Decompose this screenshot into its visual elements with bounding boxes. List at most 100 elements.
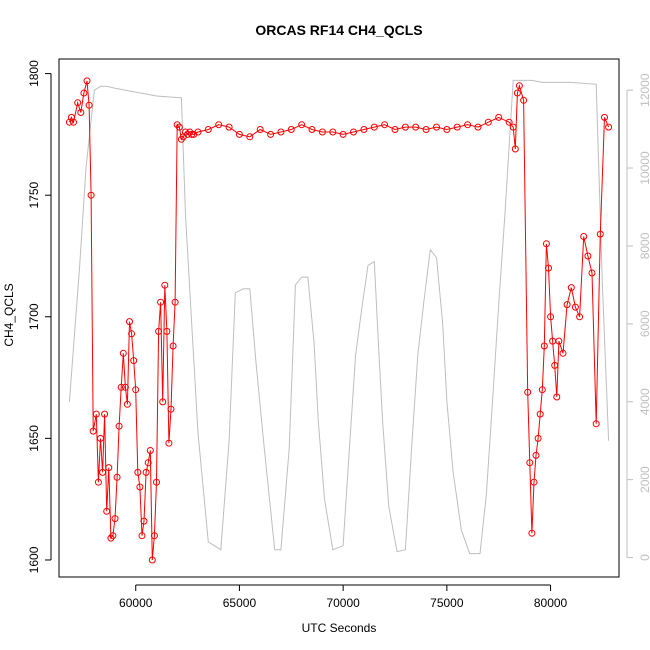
ch4-data-point <box>596 230 604 238</box>
ch4-data-point <box>130 357 138 365</box>
ch4-data-point <box>505 118 513 126</box>
ch4-data-point <box>92 410 100 418</box>
ch4-data-point <box>87 191 95 199</box>
ch4-data-point <box>155 327 163 335</box>
y-axis-right: 0 2000 4000 6000 8000 10000 12000 <box>626 73 650 561</box>
ch4-data-point <box>134 468 142 476</box>
ch4-data-point <box>443 126 451 133</box>
ch4-data-point <box>401 123 409 131</box>
ch4-data-point <box>520 96 528 104</box>
ch4-data-point <box>526 459 534 467</box>
ch4-data-point <box>171 298 179 306</box>
chart-title: ORCAS RF14 CH4_QCLS <box>255 22 422 38</box>
ch4-data-point <box>123 400 131 408</box>
ch4-data-point <box>256 126 264 133</box>
altitude-series-line <box>68 79 610 555</box>
ch4-data-point <box>159 398 167 406</box>
y2-tick-label: 8000 <box>638 232 650 259</box>
ch4-data-point <box>567 284 575 292</box>
y-axis-label: CH4_QCLS <box>2 283 16 346</box>
ch4-data-point <box>89 427 97 435</box>
ch4-data-point <box>121 383 129 391</box>
ch4-data-point <box>246 133 254 141</box>
plot-area-frame <box>58 58 620 578</box>
y-axis-left: 1600 1650 1700 1750 1800 <box>27 60 52 573</box>
ch4-data-point <box>511 145 519 153</box>
y2-tick-label: 12000 <box>638 73 650 107</box>
ch4-data-point <box>540 342 548 350</box>
ch4-data-point <box>111 515 119 523</box>
ch4-data-point <box>225 123 233 131</box>
ch4-data-point <box>113 473 121 481</box>
ch4-data-point <box>412 123 420 131</box>
ch4-data-point <box>163 327 171 335</box>
ch4-data-point <box>534 434 542 442</box>
ch4-data-point <box>592 420 600 428</box>
x-tick-label: 70000 <box>326 596 360 610</box>
ch4-data-point <box>97 434 104 442</box>
ch4-data-point <box>453 123 461 131</box>
ch4-data-point <box>103 507 111 515</box>
ch4-data-point <box>329 128 337 136</box>
x-tick-label: 80000 <box>534 596 568 610</box>
ch4-data-point <box>318 128 326 136</box>
y2-tick-label: 0 <box>638 554 650 561</box>
ch4-data-point <box>70 118 77 126</box>
ch4-data-point <box>157 298 165 306</box>
ch4-data-point <box>80 89 88 97</box>
ch4-data-point <box>267 130 275 138</box>
ch4-data-point <box>484 118 492 126</box>
y-tick-label: 1700 <box>27 303 41 330</box>
ch4-data-point <box>287 126 295 133</box>
ch4-series-line <box>68 80 610 561</box>
ch4-data-point <box>148 556 156 564</box>
ch4-data-point <box>165 439 173 447</box>
ch4-data-point <box>105 464 113 472</box>
ch4-data-point <box>140 517 148 525</box>
ch4-data-point <box>474 123 482 131</box>
ch4-data-point <box>144 459 152 467</box>
ch4-data-point <box>464 121 472 129</box>
ch4-data-point <box>547 313 555 321</box>
ch4-data-point <box>538 386 546 394</box>
y2-tick-label: 6000 <box>638 310 650 337</box>
y-tick-label: 1750 <box>27 182 41 209</box>
ch4-data-point <box>204 126 212 133</box>
y2-tick-label: 10000 <box>638 151 650 185</box>
ch4-data-point <box>509 123 517 131</box>
ch4-data-point <box>559 349 567 357</box>
ch4-data-point <box>188 130 196 138</box>
ch4-data-point <box>215 121 223 129</box>
ch4-data-point <box>167 405 175 413</box>
x-axis: 60000 65000 70000 75000 80000 <box>119 584 568 610</box>
x-tick-label: 65000 <box>223 596 257 610</box>
ch4-data-point <box>530 478 538 486</box>
ch4-data-point <box>128 330 136 338</box>
y2-tick-label: 4000 <box>638 388 650 415</box>
ch4-data-point <box>370 123 378 131</box>
ch4-data-point <box>536 410 544 418</box>
ch4-data-point <box>109 532 117 540</box>
ch4-data-point <box>605 123 613 131</box>
ch4-data-point <box>528 529 536 537</box>
ch4-data-point <box>588 269 596 277</box>
y-tick-label: 1650 <box>27 425 41 452</box>
ch4-data-point <box>553 393 561 401</box>
ch4-data-point <box>119 349 127 357</box>
ch4-data-point <box>524 388 532 396</box>
ch4-data-point <box>175 123 183 131</box>
ch4-data-point <box>381 121 389 129</box>
ch4-data-point <box>495 113 503 121</box>
y-tick-label: 1600 <box>27 546 41 573</box>
ch4-data-point <box>142 468 150 476</box>
ch4-data-point <box>132 386 140 394</box>
x-tick-label: 75000 <box>430 596 464 610</box>
ch4-data-point <box>85 101 93 109</box>
ch4-data-point <box>194 128 202 136</box>
ch4-data-point <box>513 89 521 97</box>
ch4-data-point <box>83 77 91 85</box>
ch4-data-point <box>551 361 559 369</box>
x-tick-label: 60000 <box>119 596 153 610</box>
ch4-data-point <box>161 281 169 289</box>
